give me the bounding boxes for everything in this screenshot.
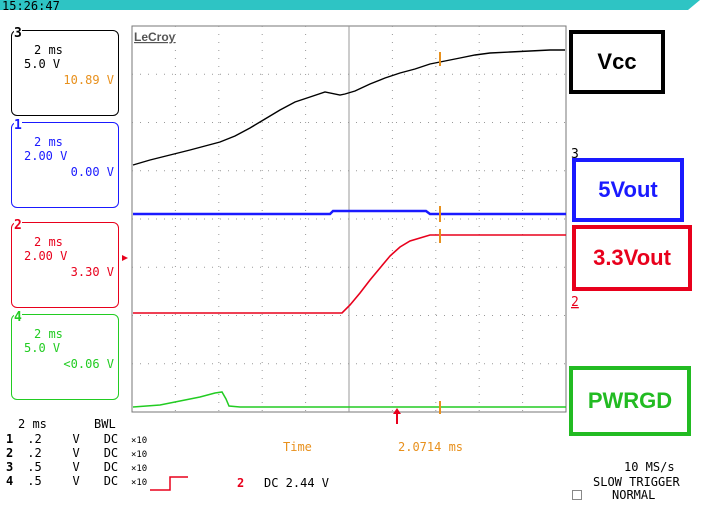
channel-2-box[interactable]: 2 2 ms 2.00 V 3.30 V bbox=[11, 218, 119, 308]
channel-3-timebase: 2 ms bbox=[34, 43, 63, 57]
channel-1-timebase: 2 ms bbox=[34, 135, 63, 149]
trigger-level-arrow-icon[interactable] bbox=[122, 255, 128, 261]
row-4-probe: ×10 bbox=[130, 478, 148, 488]
channel-row-4[interactable]: 4 .5 V DC ×10 bbox=[6, 475, 147, 490]
channel-2-timebase: 2 ms bbox=[34, 235, 63, 249]
trigger-edge-icon bbox=[150, 476, 188, 491]
bottom-timebase: 2 ms bbox=[18, 417, 47, 431]
channel-2-number: 2 bbox=[14, 218, 22, 233]
row-4-channel: 4 bbox=[6, 474, 14, 488]
channel-3-value: 10.89 V bbox=[63, 73, 114, 87]
channel-row-1[interactable]: 1 .2 V DC ×10 bbox=[6, 433, 147, 448]
trigger-state-checkbox[interactable] bbox=[572, 490, 582, 500]
channel-1-box[interactable]: 1 2 ms 2.00 V 0.00 V bbox=[11, 118, 119, 208]
time-label: Time bbox=[283, 440, 312, 454]
vcc-trace bbox=[132, 49, 565, 166]
channel-2-value: 3.30 V bbox=[70, 265, 114, 279]
5vout-label: 5Vout bbox=[572, 158, 684, 222]
row-1-coupling: DC bbox=[103, 432, 119, 446]
vcc-label-text: Vcc bbox=[597, 49, 637, 74]
channel-4-timebase: 2 ms bbox=[34, 327, 63, 341]
channel-1-value: 0.00 V bbox=[70, 165, 114, 179]
5vout-label-text: 5Vout bbox=[598, 177, 658, 202]
row-4-coupling: DC bbox=[103, 474, 119, 488]
row-1-unit: V bbox=[72, 432, 80, 446]
channel-4-number: 4 bbox=[14, 310, 22, 325]
3v3out-label-text: 3.3Vout bbox=[593, 245, 671, 270]
channel-2-scale: 2.00 V bbox=[24, 249, 68, 263]
row-2-unit: V bbox=[72, 446, 80, 460]
row-1-channel: 1 bbox=[6, 432, 14, 446]
trigger-position-arrow-icon[interactable] bbox=[393, 408, 401, 424]
3v3out-label: 3.3Vout bbox=[572, 225, 692, 291]
row-1-scale: .2 bbox=[27, 432, 42, 446]
channel-4-scale: 5.0 V bbox=[24, 341, 61, 355]
row-1-probe: ×10 bbox=[130, 436, 148, 446]
row-2-coupling: DC bbox=[103, 446, 119, 460]
trigger-mode: SLOW TRIGGER bbox=[593, 475, 680, 489]
channel-1-number: 1 bbox=[14, 118, 22, 133]
channel-3-ground-marker: 3 bbox=[571, 147, 579, 162]
channel-4-box[interactable]: 4 2 ms 5.0 V <0.06 V bbox=[11, 310, 119, 400]
pwrgd-trace bbox=[132, 391, 566, 408]
channel-4-value: <0.06 V bbox=[63, 357, 114, 371]
vcc-label: Vcc bbox=[569, 30, 665, 94]
row-4-scale: .5 bbox=[27, 474, 42, 488]
channel-row-2[interactable]: 2 .2 V DC ×10 bbox=[6, 447, 147, 462]
channel-row-3[interactable]: 3 .5 V DC ×10 bbox=[6, 461, 147, 476]
row-2-channel: 2 bbox=[6, 446, 14, 460]
3v3out-trace bbox=[133, 234, 566, 314]
pwrgd-label: PWRGD bbox=[569, 366, 691, 436]
trigger-level: DC 2.44 V bbox=[264, 476, 330, 490]
sample-rate: 10 MS/s bbox=[624, 460, 675, 474]
time-value: 2.0714 ms bbox=[398, 440, 464, 454]
channel-3-box[interactable]: 3 2 ms 5.0 V 10.89 V bbox=[11, 26, 119, 116]
bwl-indicator: BWL bbox=[94, 417, 116, 431]
trigger-state: NORMAL bbox=[612, 488, 656, 502]
graticule-grid bbox=[132, 26, 566, 412]
channel-2-ground-marker: 2 bbox=[571, 295, 579, 310]
clock-readout: 15:26:47 bbox=[2, 0, 60, 10]
row-3-scale: .5 bbox=[27, 460, 42, 474]
channel-3-number: 3 bbox=[14, 26, 22, 41]
row-3-unit: V bbox=[72, 460, 80, 474]
row-3-probe: ×10 bbox=[130, 464, 148, 474]
brand-logo: LeCroy bbox=[134, 30, 176, 44]
row-3-channel: 3 bbox=[6, 460, 14, 474]
channel-3-scale: 5.0 V bbox=[24, 57, 61, 71]
row-2-scale: .2 bbox=[27, 446, 42, 460]
row-4-unit: V bbox=[72, 474, 80, 488]
5vout-trace bbox=[133, 209, 566, 216]
title-bar: 15:26:47 bbox=[0, 0, 710, 12]
row-2-probe: ×10 bbox=[130, 450, 148, 460]
pwrgd-label-text: PWRGD bbox=[587, 388, 673, 413]
trigger-channel: 2 bbox=[237, 476, 245, 490]
channel-1-scale: 2.00 V bbox=[24, 149, 68, 163]
row-3-coupling: DC bbox=[103, 460, 119, 474]
